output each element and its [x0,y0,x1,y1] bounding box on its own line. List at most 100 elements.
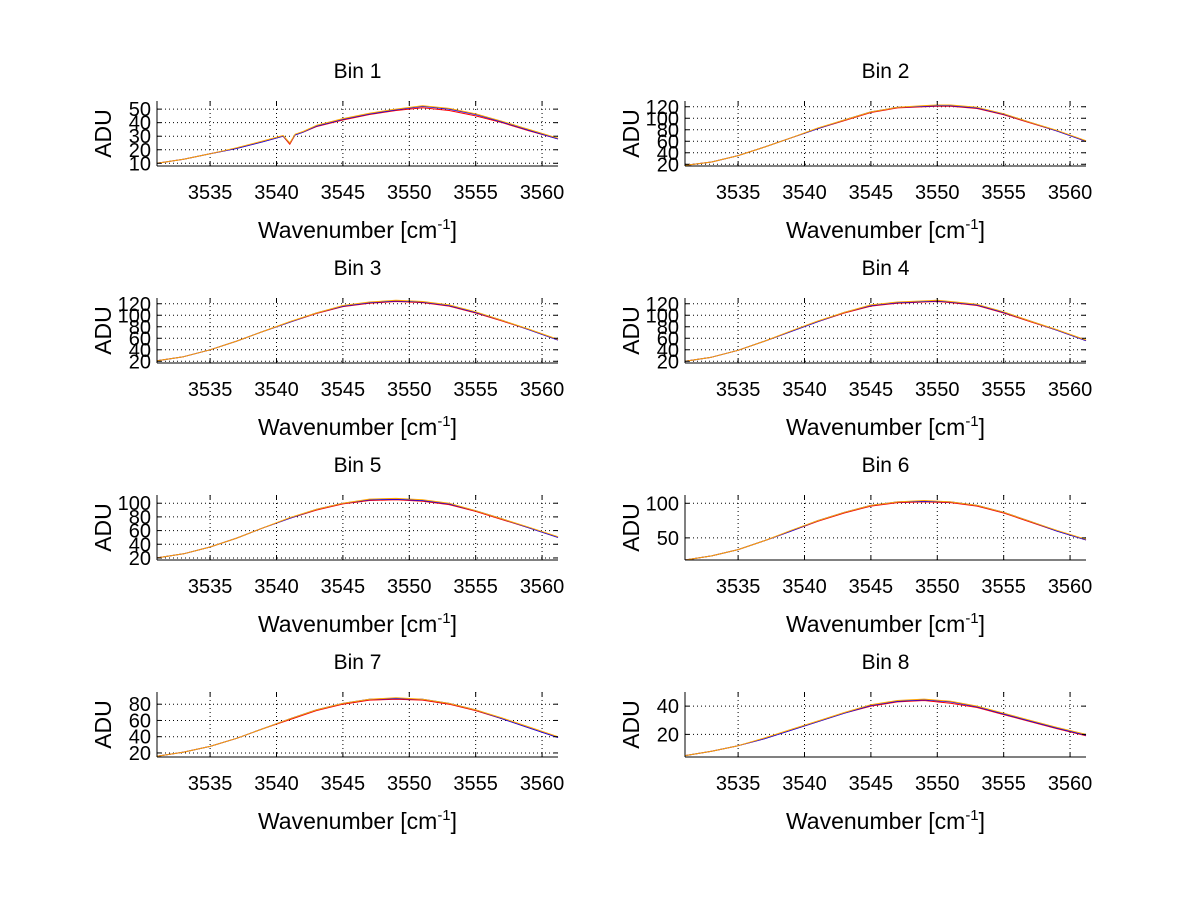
x-tick-label: 3560 [1048,182,1093,204]
series-line-3 [156,697,559,757]
x-tick-label: 3550 [915,576,960,598]
y-tick-label: 40 [129,534,151,556]
x-tick-label: 3535 [188,576,233,598]
x-tick-label: 3555 [981,576,1026,598]
x-axis-label: Wavenumber [cm-1] [258,216,457,243]
subplot-title: Bin 8 [862,651,910,674]
y-axis-label: ADU [618,700,644,749]
y-tick-label: 80 [129,507,151,529]
x-tick-label: 3545 [321,182,366,204]
series-line-1 [684,501,1087,561]
y-tick-label: 20 [657,154,679,176]
y-tick-label: 50 [657,528,679,550]
x-tick-label: 3560 [520,576,565,598]
x-tick-label: 3535 [188,773,233,795]
x-tick-label: 3555 [453,576,498,598]
x-tick-label: 3550 [387,379,432,401]
x-tick-label: 3555 [453,182,498,204]
series-line-3 [156,497,559,559]
y-tick-label: 20 [129,140,151,162]
series-line-3 [684,104,1087,166]
y-tick-label: 80 [657,317,679,339]
y-axis-label: ADU [90,700,116,749]
x-tick-label: 3545 [321,379,366,401]
y-tick-label: 20 [129,351,151,373]
x-tick-label: 3550 [387,576,432,598]
x-tick-label: 3555 [981,773,1026,795]
x-axis-label: Wavenumber [cm-1] [786,610,985,637]
subplot-title: Bin 6 [862,454,910,477]
subplot-title: Bin 4 [862,257,910,280]
y-tick-label: 100 [646,493,679,515]
y-tick-label: 40 [657,143,679,165]
x-tick-label: 3545 [849,379,894,401]
series-line-2 [156,300,559,362]
y-tick-label: 100 [646,108,679,130]
y-axis-label: ADU [618,503,644,552]
x-tick-label: 3550 [915,773,960,795]
x-tick-label: 3560 [520,773,565,795]
y-axis-label: ADU [90,306,116,355]
series-line-2 [684,300,1087,362]
y-tick-label: 50 [129,99,151,121]
x-tick-label: 3545 [849,576,894,598]
x-tick-label: 3540 [254,379,299,401]
y-axis-label: ADU [90,109,116,158]
x-tick-label: 3540 [254,773,299,795]
series-line-1 [156,301,559,362]
subplot-title: Bin 2 [862,60,910,83]
subplot-title: Bin 7 [334,651,382,674]
x-tick-label: 3540 [782,773,827,795]
series-line-2 [156,698,559,757]
y-tick-label: 60 [129,328,151,350]
x-tick-label: 3540 [254,182,299,204]
y-tick-label: 80 [657,120,679,142]
subplot-title: Bin 3 [334,257,382,280]
x-tick-label: 3535 [188,182,233,204]
x-axis-label: Wavenumber [cm-1] [258,413,457,440]
y-tick-label: 30 [129,126,151,148]
y-tick-label: 20 [129,743,151,765]
x-axis-label: Wavenumber [cm-1] [786,216,985,243]
y-tick-label: 60 [129,521,151,543]
y-tick-label: 120 [118,294,151,316]
x-tick-label: 3555 [981,379,1026,401]
y-axis-label: ADU [618,109,644,158]
series-line-1 [684,105,1087,166]
subplot-title: Bin 1 [334,60,382,83]
x-tick-label: 3535 [716,773,761,795]
x-tick-label: 3535 [716,379,761,401]
y-tick-label: 100 [646,305,679,327]
x-tick-label: 3540 [782,576,827,598]
x-tick-label: 3550 [915,379,960,401]
series-line-1 [684,301,1087,362]
series-line-2 [156,498,559,559]
x-tick-label: 3535 [716,182,761,204]
y-tick-label: 20 [657,724,679,746]
series-line-3 [684,299,1087,362]
x-tick-label: 3540 [782,379,827,401]
y-tick-label: 120 [646,294,679,316]
y-tick-label: 40 [657,696,679,718]
y-tick-label: 60 [657,131,679,153]
x-axis-label: Wavenumber [cm-1] [258,807,457,834]
y-tick-label: 40 [129,727,151,749]
y-tick-label: 20 [129,548,151,570]
x-tick-label: 3555 [453,379,498,401]
x-tick-label: 3545 [849,182,894,204]
x-tick-label: 3555 [453,773,498,795]
y-axis-label: ADU [90,503,116,552]
series-line-1 [156,499,559,559]
series-line-1 [684,700,1087,757]
series-line-2 [684,699,1087,757]
y-tick-label: 40 [129,340,151,362]
y-tick-label: 80 [129,694,151,716]
y-tick-label: 40 [657,340,679,362]
series-line-3 [684,698,1087,757]
y-tick-label: 120 [646,97,679,119]
x-tick-label: 3540 [782,182,827,204]
